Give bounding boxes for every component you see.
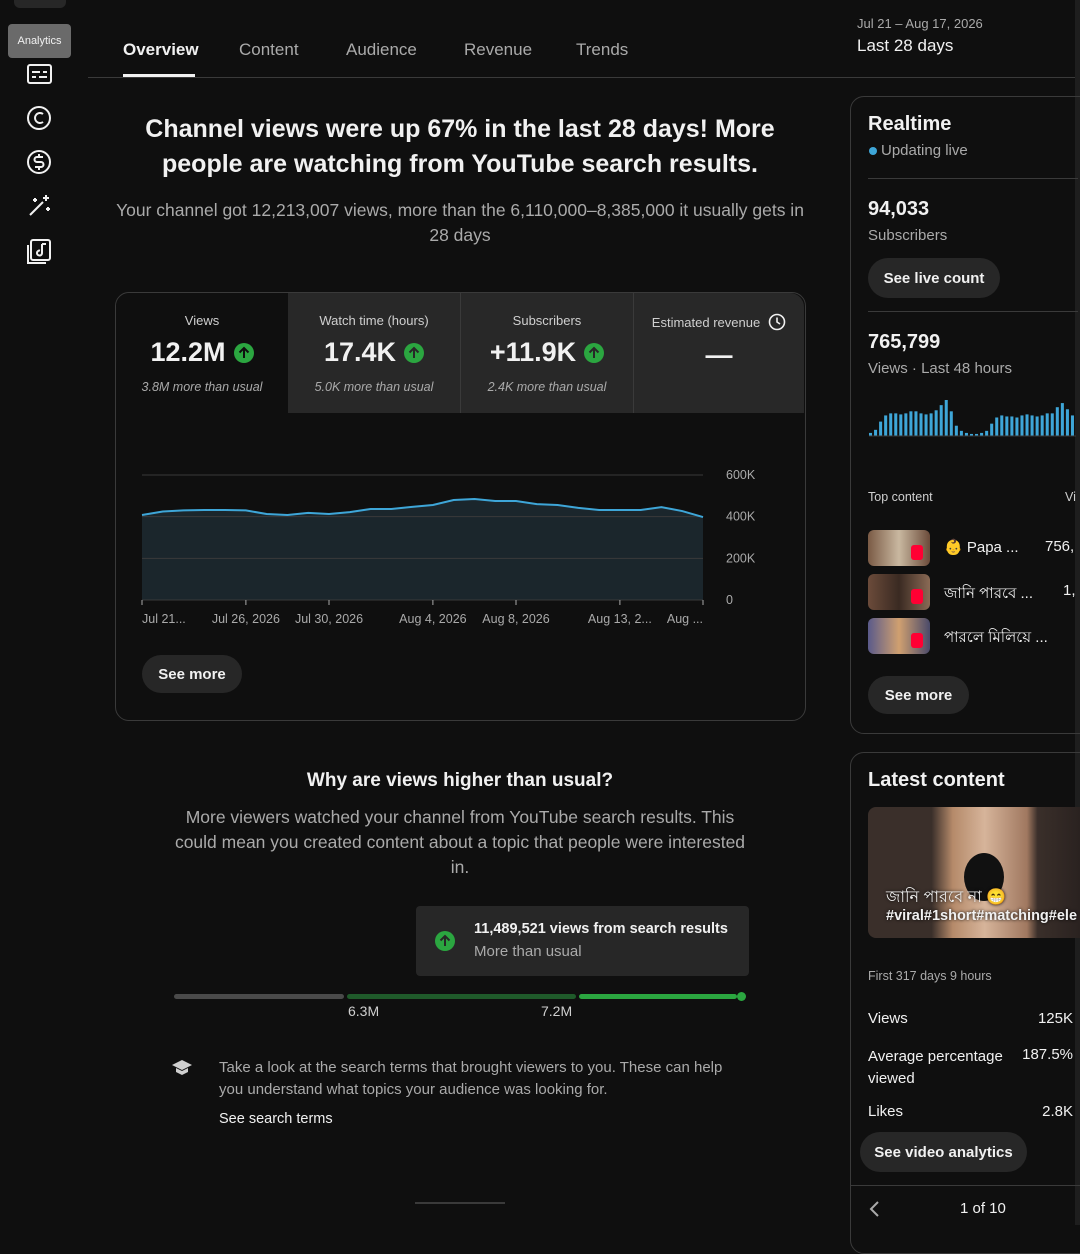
- clock-icon: [768, 313, 786, 331]
- up-icon: [584, 342, 605, 363]
- content-title[interactable]: পারলে মিলিয়ে ...: [944, 629, 1048, 646]
- metric-value: +11.9K: [489, 337, 577, 367]
- range-label: 6.3M: [348, 1003, 380, 1019]
- up-icon: [435, 931, 455, 951]
- up-icon: [404, 342, 425, 363]
- divider: [88, 77, 1076, 78]
- pager: 1 of 10: [960, 1200, 1006, 1217]
- content-title[interactable]: জানি পারবে ...: [944, 585, 1034, 602]
- stat-label: Likes: [868, 1103, 904, 1120]
- metric-value: 12.2M: [150, 337, 226, 367]
- range-marker: [737, 992, 746, 1001]
- section-title: Why are views higher than usual?: [306, 770, 614, 791]
- section-text: More viewers watched your channel from Y…: [174, 807, 746, 877]
- tip-text: Take a look at the search terms that bro…: [219, 1059, 723, 1098]
- tip-link[interactable]: See search terms: [219, 1111, 333, 1127]
- tooltip: Analytics: [8, 24, 71, 58]
- sidebar-item[interactable]: [14, 0, 66, 8]
- tab[interactable]: Audience: [346, 40, 417, 59]
- callout: 11,489,521 views from search results Mor…: [416, 906, 749, 976]
- range-segment: [174, 994, 344, 999]
- divider: [868, 178, 1078, 179]
- thumbnail[interactable]: [868, 530, 930, 566]
- metric-value: 17.4K: [323, 337, 397, 367]
- metric-label: Watch time (hours): [319, 313, 429, 328]
- see-more-button[interactable]: See more: [868, 676, 969, 714]
- tab[interactable]: Revenue: [464, 40, 533, 59]
- sidebar-icons[interactable]: [0, 60, 80, 270]
- metric-label: Views: [184, 313, 220, 328]
- video-tags: #viral#1short#matching#ele: [886, 908, 1078, 924]
- subhead: Your channel got 12,213,007 views, more …: [116, 200, 804, 245]
- metric-card: [115, 292, 806, 721]
- play-overlay: [964, 853, 1004, 901]
- tab-indicator: [123, 74, 195, 77]
- up-icon: [233, 342, 254, 363]
- card-title: Realtime: [868, 113, 952, 135]
- callout-title: 11,489,521 views from search results: [474, 921, 728, 937]
- live-dot: [869, 147, 877, 155]
- video-analytics-button[interactable]: See video analytics: [860, 1132, 1027, 1172]
- stat-value: 125K: [1037, 1010, 1073, 1027]
- metric-label: Estimated revenue: [651, 314, 761, 330]
- metric-note: 5.0K more than usual: [314, 380, 434, 394]
- tab[interactable]: Overview: [123, 40, 199, 59]
- headline: Channel views were up 67% in the last 28…: [145, 115, 775, 178]
- scrollbar: [1075, 0, 1080, 1225]
- tab[interactable]: Trends: [576, 40, 629, 59]
- subscriber-count: 94,033: [868, 198, 930, 220]
- subscriber-label: Subscribers: [868, 227, 948, 244]
- range-label: 7.2M: [541, 1003, 573, 1019]
- video-title: জানি পারবে না 😁: [886, 889, 1007, 906]
- stat-value: 2.8K: [1042, 1103, 1073, 1120]
- school-icon: [172, 1060, 192, 1075]
- metric-tab[interactable]: Watch time (hours) 17.4K 5.0K more than …: [288, 293, 461, 413]
- live-count-button[interactable]: See live count: [868, 258, 1000, 298]
- views-count: 765,799: [868, 331, 941, 353]
- callout-subtitle: More than usual: [474, 943, 582, 960]
- thumbnail[interactable]: [868, 574, 930, 610]
- content-views: 756,: [1045, 538, 1075, 555]
- video-thumbnail[interactable]: জানি পারবে না 😁 #viral#1short#matching#e…: [868, 807, 1080, 938]
- metric-tab[interactable]: Estimated revenue —: [634, 293, 804, 413]
- stat-label: Views: [868, 1010, 908, 1027]
- metric-value: —: [705, 340, 733, 370]
- prev-button[interactable]: [866, 1199, 884, 1219]
- divider: [415, 1202, 505, 1204]
- stat-value: 187.5%: [1022, 1046, 1073, 1063]
- metric-label: Subscribers: [512, 313, 582, 328]
- content-views: 1,: [1063, 582, 1076, 599]
- stat-label: Average percentage viewed: [868, 1048, 1003, 1087]
- live-status: Updating live: [881, 142, 968, 159]
- range-segment: [347, 994, 576, 999]
- content-title[interactable]: 👶 Papa ...: [944, 539, 1019, 556]
- table-header: Vi: [1065, 490, 1076, 504]
- period: First 317 days 9 hours: [868, 969, 992, 983]
- tab[interactable]: Content: [239, 40, 299, 59]
- divider: [851, 1185, 1080, 1186]
- views-label: Views · Last 48 hours: [868, 360, 1012, 377]
- thumbnail[interactable]: [868, 618, 930, 654]
- date-range-label[interactable]: Last 28 days: [857, 36, 954, 55]
- date-range[interactable]: Jul 21 – Aug 17, 2026: [857, 16, 983, 31]
- metric-tab[interactable]: Views 12.2M 3.8M more than usual: [116, 293, 289, 413]
- range-segment: [579, 994, 737, 999]
- card-title: Latest content: [868, 769, 1005, 791]
- divider: [868, 311, 1078, 312]
- table-header: Top content: [868, 490, 933, 504]
- realtime-card: [850, 96, 1080, 734]
- metric-note: 2.4K more than usual: [487, 380, 607, 394]
- see-more-button[interactable]: See more: [142, 655, 242, 693]
- metric-tab[interactable]: Subscribers +11.9K 2.4K more than usual: [461, 293, 634, 413]
- metric-note: 3.8M more than usual: [141, 380, 263, 394]
